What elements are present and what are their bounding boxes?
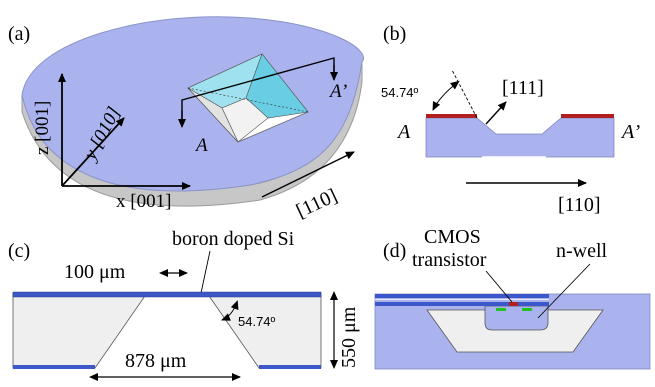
nwell-region — [484, 305, 549, 331]
axis-x-label: x [001] — [116, 191, 171, 212]
nwell-leader-line — [537, 263, 591, 319]
boron-layer-bottom-right-c — [259, 365, 321, 369]
section-a-label-b: A — [396, 121, 411, 143]
etched-pit — [187, 53, 309, 143]
cmos-leader-line — [485, 270, 513, 303]
dir-111-label: [111] — [502, 77, 544, 99]
panel-a: (a) z [001] y [010] x [001] [110] A A’ — [8, 16, 364, 223]
axis-y-arrow — [61, 117, 125, 187]
dim-550-label: 550 μm — [338, 306, 360, 368]
oxide-left-b — [426, 114, 477, 118]
transistor-gate — [509, 302, 518, 306]
membrane-layer-second — [375, 302, 549, 306]
section-a-prime-label-b: A’ — [620, 121, 640, 143]
membrane-layer-top — [375, 294, 549, 298]
angle-arc-b — [432, 80, 460, 111]
panel-d: (d) CMOS transistor n-well — [374, 226, 651, 370]
boron-layer-top-c — [12, 291, 322, 298]
panel-a-label: (a) — [8, 23, 30, 45]
dim-100-label: 100 μm — [64, 261, 126, 283]
panel-b-label: (b) — [383, 23, 406, 45]
cmos-label-line1: CMOS — [424, 226, 481, 248]
dir-110-label-b: [110] — [558, 194, 601, 216]
transistor-source — [496, 308, 506, 311]
cmos-label-line2: transistor — [412, 249, 487, 271]
angle-dashed-line-b — [451, 69, 478, 119]
transistor-drain — [522, 308, 532, 311]
section-a-label-a: A — [194, 135, 208, 156]
dir-111-arrow — [485, 101, 507, 125]
oxide-right-b — [561, 114, 614, 118]
section-a-prime-label-a: A’ — [328, 81, 347, 102]
wafer-cross-section-b — [425, 117, 615, 158]
panel-c-label: (c) — [8, 240, 30, 262]
boron-doped-label: boron doped Si — [172, 228, 295, 250]
dir-110-label-a: [110] — [293, 185, 341, 223]
panel-d-label: (d) — [383, 240, 406, 262]
angle-label-b: 54.74º — [381, 85, 419, 100]
panel-b: (b) 54.74º [111] A A’ [110] — [381, 23, 640, 216]
angle-arc-c — [221, 300, 239, 321]
nwell-label: n-well — [556, 240, 608, 262]
dir-110-arrow-a — [261, 151, 355, 198]
panel-c: (c) boron doped Si 100 μm 54.74º 550 μm … — [8, 228, 360, 381]
boron-layer-bottom-left-c — [13, 365, 95, 369]
axis-z-label: z [001] — [32, 101, 53, 155]
angle-label-c: 54.74º — [238, 314, 276, 329]
boron-leader-line — [200, 250, 211, 294]
wafer-top — [21, 16, 364, 192]
dim-878-label: 878 μm — [125, 350, 187, 372]
